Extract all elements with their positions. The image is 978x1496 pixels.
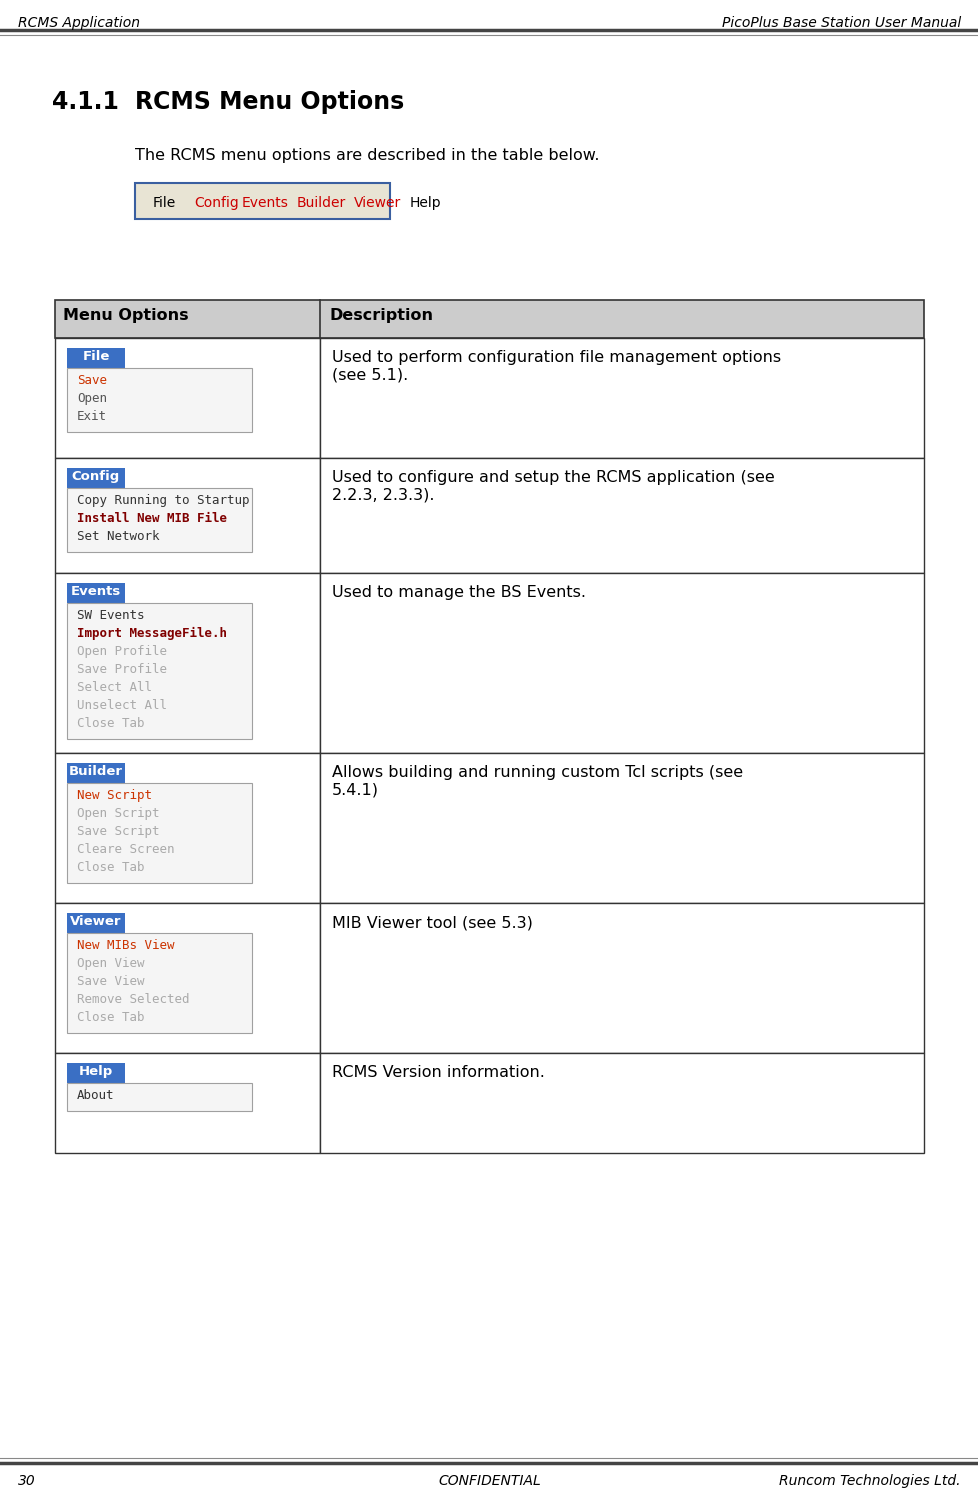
Text: Copy Running to Startup: Copy Running to Startup [77, 494, 249, 507]
Text: Config: Config [194, 196, 239, 209]
Text: New Script: New Script [77, 788, 152, 802]
Bar [135, 183, 389, 218]
Bar [55, 1053, 320, 1153]
Text: Used to manage the BS Events.: Used to manage the BS Events. [332, 585, 586, 600]
Text: Save Script: Save Script [77, 824, 159, 838]
Text: Close Tab: Close Tab [77, 717, 145, 730]
Text: Allows building and running custom Tcl scripts (see
5.4.1): Allows building and running custom Tcl s… [332, 764, 742, 797]
Bar [67, 603, 251, 739]
Bar [67, 782, 251, 883]
Bar [320, 904, 923, 1053]
Text: Help: Help [79, 1065, 113, 1079]
Text: About: About [77, 1089, 114, 1103]
Text: MIB Viewer tool (see 5.3): MIB Viewer tool (see 5.3) [332, 916, 532, 931]
Bar [67, 583, 125, 603]
Bar [55, 301, 923, 338]
Bar [67, 763, 125, 782]
Text: Close Tab: Close Tab [77, 1011, 145, 1023]
Bar [55, 752, 320, 904]
Bar [67, 913, 125, 934]
Text: Save View: Save View [77, 975, 145, 987]
Bar [67, 468, 125, 488]
Text: RCMS Menu Options: RCMS Menu Options [135, 90, 404, 114]
Text: Description: Description [330, 308, 433, 323]
Bar [67, 1083, 251, 1112]
Bar [320, 1053, 923, 1153]
Text: CONFIDENTIAL: CONFIDENTIAL [438, 1474, 540, 1489]
Text: Runcom Technologies Ltd.: Runcom Technologies Ltd. [778, 1474, 960, 1489]
Text: Import MessageFile.h: Import MessageFile.h [77, 627, 227, 640]
Text: Events: Events [242, 196, 289, 209]
Text: Builder: Builder [68, 764, 123, 778]
Text: Help: Help [410, 196, 441, 209]
Text: Events: Events [70, 585, 121, 598]
Text: PicoPlus Base Station User Manual: PicoPlus Base Station User Manual [721, 16, 960, 30]
Text: File: File [82, 350, 110, 364]
Bar [67, 368, 251, 432]
Text: File: File [153, 196, 176, 209]
Text: Set Network: Set Network [77, 530, 159, 543]
Bar [67, 1064, 125, 1083]
Text: Config: Config [71, 470, 120, 483]
Bar [55, 458, 320, 573]
Text: Builder: Builder [296, 196, 346, 209]
Bar [67, 349, 125, 368]
Bar [320, 573, 923, 752]
Text: Select All: Select All [77, 681, 152, 694]
Text: Open Profile: Open Profile [77, 645, 167, 658]
Text: Exit: Exit [77, 410, 107, 423]
Text: Open: Open [77, 392, 107, 405]
Bar [55, 573, 320, 752]
Text: Close Tab: Close Tab [77, 862, 145, 874]
Text: Save Profile: Save Profile [77, 663, 167, 676]
Bar [67, 934, 251, 1034]
Text: Install New MIB File: Install New MIB File [77, 512, 227, 525]
Bar [67, 488, 251, 552]
Text: Viewer: Viewer [354, 196, 401, 209]
Text: Viewer: Viewer [70, 916, 121, 928]
Text: Open View: Open View [77, 957, 145, 969]
Bar [55, 904, 320, 1053]
Text: Unselect All: Unselect All [77, 699, 167, 712]
Text: SW Events: SW Events [77, 609, 145, 622]
Text: 4.1.1: 4.1.1 [52, 90, 118, 114]
Text: Save: Save [77, 374, 107, 387]
Text: RCMS Version information.: RCMS Version information. [332, 1065, 545, 1080]
Text: Open Script: Open Script [77, 806, 159, 820]
Text: Used to perform configuration file management options
(see 5.1).: Used to perform configuration file manag… [332, 350, 780, 383]
Bar [55, 338, 320, 458]
Text: Used to configure and setup the RCMS application (see
2.2.3, 2.3.3).: Used to configure and setup the RCMS app… [332, 470, 774, 503]
Bar [320, 338, 923, 458]
Bar [320, 752, 923, 904]
Bar [320, 458, 923, 573]
Text: Cleare Screen: Cleare Screen [77, 844, 174, 856]
Text: The RCMS menu options are described in the table below.: The RCMS menu options are described in t… [135, 148, 599, 163]
Text: New MIBs View: New MIBs View [77, 939, 174, 951]
Text: Remove Selected: Remove Selected [77, 993, 190, 1005]
Text: 30: 30 [18, 1474, 36, 1489]
Text: Menu Options: Menu Options [63, 308, 189, 323]
Text: RCMS Application: RCMS Application [18, 16, 140, 30]
